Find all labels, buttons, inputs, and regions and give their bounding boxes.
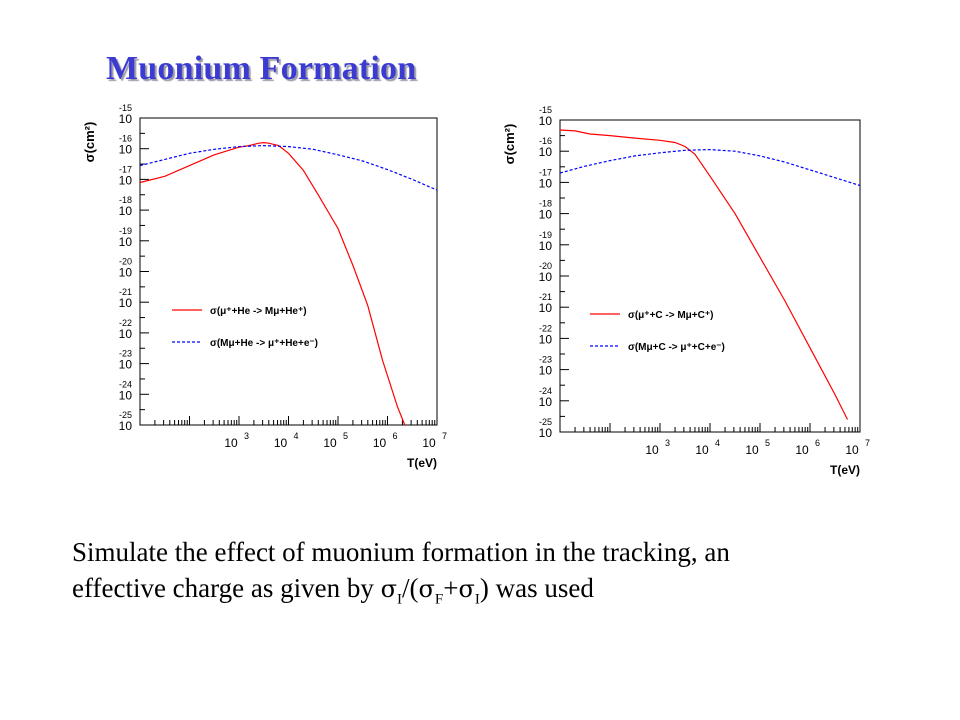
- x-tick-label: 10: [373, 436, 387, 450]
- x-tick-label: 10: [745, 443, 759, 457]
- series-line-formation: [559, 129, 849, 420]
- legend-label: σ(μ⁺+He -> Mμ+He⁺): [210, 306, 307, 317]
- x-tick-exponent: 3: [244, 431, 249, 441]
- caption-line-2-prefix: effective charge as given by: [72, 573, 381, 603]
- y-tick-label: 10: [539, 208, 553, 222]
- x-tick-exponent: 5: [765, 438, 770, 448]
- y-tick-exponent: -22: [539, 323, 552, 333]
- plot-frame: [559, 119, 861, 433]
- y-tick-exponent: -25: [539, 417, 552, 427]
- y-tick-label: 10: [119, 235, 133, 249]
- caption-line-1: Simulate the effect of muonium formation…: [72, 537, 730, 567]
- y-tick-exponent: -25: [119, 410, 132, 420]
- chart-helium-cross-section: 10 3 10 4 10 5 10 6 10 7 10 -15 10 -16 10 -17 10 -18 10 -19…: [80, 103, 460, 485]
- y-tick-label: 10: [119, 419, 133, 433]
- y-tick-label: 10: [119, 296, 133, 310]
- x-tick-label: 10: [422, 436, 436, 450]
- formula-sub-f: F: [434, 591, 444, 608]
- formula-sigma-i: σ: [380, 575, 398, 603]
- legend-label: σ(Mμ+He -> μ⁺+He+e⁻): [210, 338, 318, 349]
- x-tick-exponent: 7: [442, 431, 447, 441]
- y-tick-label: 10: [119, 358, 133, 372]
- y-tick-exponent: -19: [119, 226, 132, 236]
- x-axis-label: T(eV): [407, 456, 437, 470]
- caption-line-2-suffix: was used: [488, 573, 594, 603]
- series-line-ionization: [139, 144, 438, 191]
- x-tick-exponent: 5: [343, 431, 348, 441]
- y-tick-exponent: -18: [119, 195, 132, 205]
- x-tick-label: 10: [645, 443, 659, 457]
- x-tick-exponent: 4: [715, 438, 720, 448]
- y-tick-exponent: -24: [539, 386, 552, 396]
- y-tick-exponent: -19: [539, 230, 552, 240]
- formula-sigma-f: σ: [418, 575, 435, 603]
- formula-close: ): [479, 573, 489, 603]
- formula-plus: +: [443, 573, 459, 603]
- y-tick-exponent: -15: [539, 105, 552, 115]
- y-tick-exponent: -18: [539, 199, 552, 209]
- y-tick-exponent: -16: [539, 136, 552, 146]
- chart-left-svg: 10 3 10 4 10 5 10 6 10 710-1510-1610-1710-1810-19…: [82, 103, 447, 470]
- y-tick-exponent: -20: [119, 257, 132, 267]
- formula-sub-i-2: I: [474, 591, 480, 608]
- y-tick-label: 10: [539, 301, 553, 315]
- y-tick-label: 10: [119, 173, 133, 187]
- y-tick-label: 10: [539, 364, 553, 378]
- y-tick-label: 10: [539, 114, 553, 128]
- y-axis-label: σ(cm²): [82, 122, 97, 163]
- x-tick-exponent: 7: [865, 438, 870, 448]
- y-tick-label: 10: [119, 143, 133, 157]
- y-tick-label: 10: [539, 145, 553, 159]
- y-tick-label: 10: [539, 332, 553, 346]
- y-tick-label: 10: [539, 176, 553, 190]
- x-tick-label: 10: [323, 436, 337, 450]
- y-tick-label: 10: [119, 388, 133, 402]
- y-tick-label: 10: [539, 239, 553, 253]
- y-axis-label: σ(cm²): [502, 124, 517, 165]
- legend-label: σ(Mμ+C -> μ⁺+C+e⁻): [628, 342, 725, 353]
- y-tick-exponent: -22: [119, 318, 132, 328]
- y-tick-exponent: -17: [119, 164, 132, 174]
- y-tick-exponent: -24: [119, 379, 132, 389]
- y-tick-exponent: -20: [539, 261, 552, 271]
- x-tick-exponent: 6: [393, 431, 398, 441]
- legend-label: σ(μ⁺+C -> Mμ+C⁺): [628, 310, 713, 321]
- y-tick-label: 10: [119, 266, 133, 280]
- slide-caption: Simulate the effect of muonium formation…: [72, 534, 912, 617]
- y-tick-exponent: -21: [119, 287, 132, 297]
- x-tick-label: 10: [795, 443, 809, 457]
- x-tick-exponent: 4: [294, 431, 299, 441]
- y-tick-exponent: -15: [119, 103, 132, 113]
- y-tick-exponent: -21: [539, 292, 552, 302]
- caption-line-2: effective charge as given by σI/(σF+σI) …: [72, 570, 912, 617]
- x-tick-label: 10: [274, 436, 288, 450]
- x-tick-label: 10: [695, 443, 709, 457]
- x-tick-exponent: 6: [815, 438, 820, 448]
- x-tick-label: 10: [224, 436, 238, 450]
- formula-sub-i: I: [397, 591, 403, 608]
- y-tick-exponent: -23: [539, 355, 552, 365]
- x-tick-label: 10: [845, 443, 859, 457]
- y-tick-label: 10: [119, 204, 133, 218]
- y-tick-exponent: -17: [539, 167, 552, 177]
- x-tick-exponent: 3: [665, 438, 670, 448]
- y-tick-label: 10: [119, 327, 133, 341]
- plot-frame: [139, 117, 438, 426]
- y-tick-label: 10: [539, 395, 553, 409]
- x-axis-label: T(eV): [830, 463, 860, 477]
- y-tick-exponent: -23: [119, 349, 132, 359]
- series-line-formation: [139, 141, 406, 426]
- formula-sigma-i-2: σ: [458, 575, 475, 603]
- y-tick-label: 10: [539, 426, 553, 440]
- y-tick-label: 10: [539, 270, 553, 284]
- chart-carbon-cross-section: 10 3 10 4 10 5 10 6 10 7 10 -15 10 -16 10 -17 10 -18 10 -19…: [486, 105, 896, 487]
- series-line-ionization: [559, 148, 861, 187]
- chart-right-svg: 10 3 10 4 10 5 10 6 10 710-1510-1610-1710-1810-19…: [502, 105, 870, 477]
- formula-slash: /(: [402, 573, 419, 603]
- y-tick-label: 10: [119, 112, 133, 126]
- y-tick-exponent: -16: [119, 134, 132, 144]
- slide-title: Muonium Formation: [106, 50, 417, 87]
